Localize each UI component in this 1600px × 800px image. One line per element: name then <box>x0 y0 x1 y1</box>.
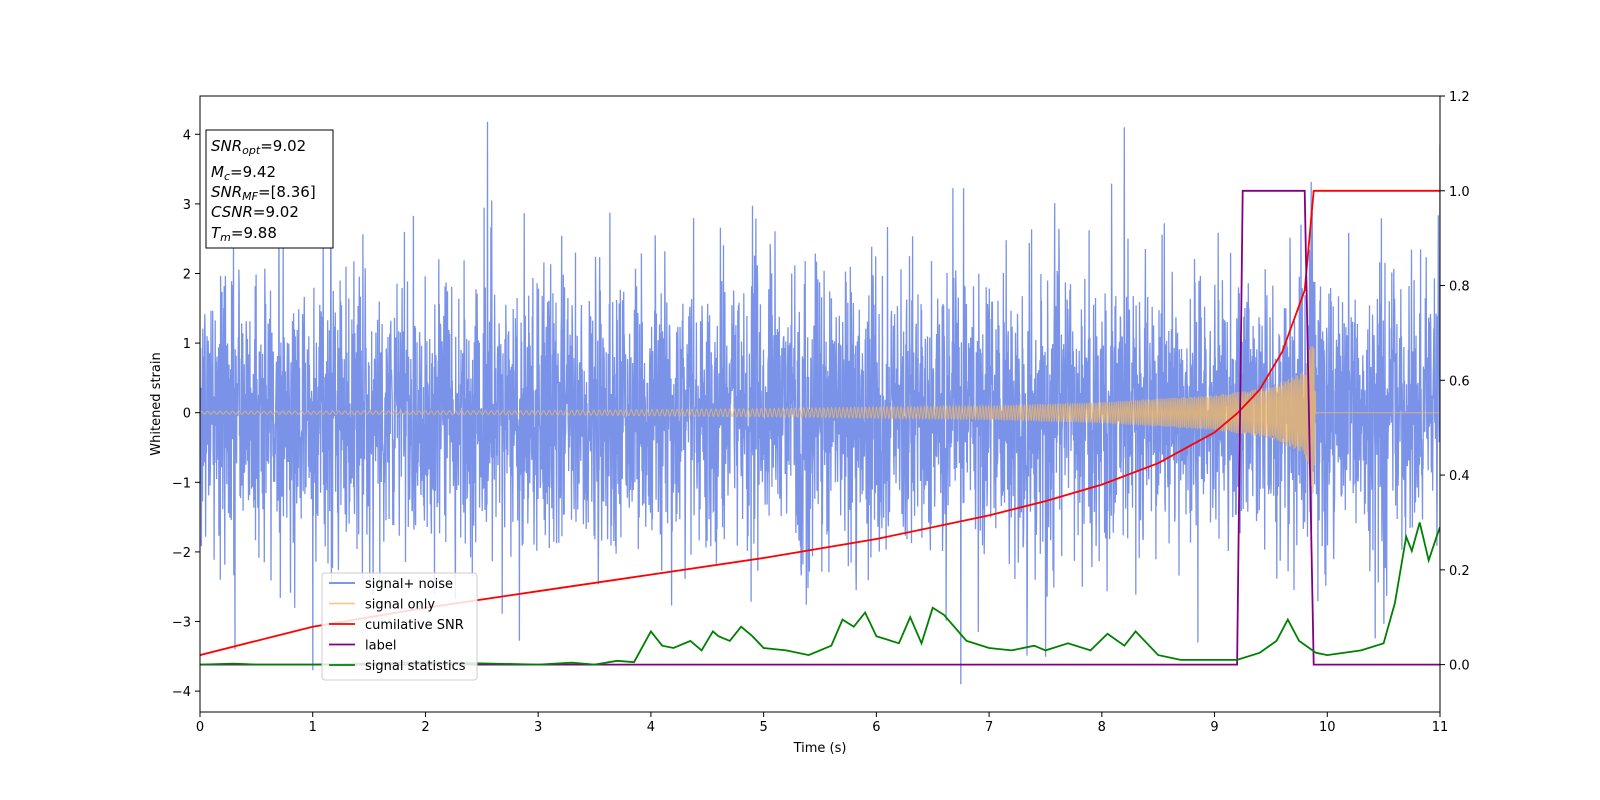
series-signal-statistics <box>200 522 1440 666</box>
y-left-tick-label: 2 <box>183 267 191 282</box>
legend-label: signal statistics <box>365 659 466 674</box>
x-tick-label: 3 <box>534 720 542 735</box>
y-left-tick-label: 4 <box>183 128 191 143</box>
y-right-tick-label: 1.2 <box>1449 90 1470 105</box>
y-right-tick-label: 0.0 <box>1449 659 1470 674</box>
x-tick-label: 10 <box>1319 720 1336 735</box>
info-box: SNRopt=9.02 Mc=9.42 SNRMF=[8.36] CSNR=9.… <box>205 129 334 249</box>
legend: signal+ noise signal only cumilative SNR la… <box>321 572 478 681</box>
plot-frame <box>199 95 1441 713</box>
x-tick-label: 9 <box>1210 720 1218 735</box>
x-tick-label: 1 <box>309 720 317 735</box>
info-snr-opt: SNRopt=9.02 <box>211 137 306 157</box>
x-axis-label: Time (s) <box>793 741 847 756</box>
x-tick-label: 11 <box>1432 720 1449 735</box>
info-snr-mf: SNRMF=[8.36] <box>211 183 316 203</box>
legend-label: label <box>365 639 396 654</box>
axes-layer: 0 1 2 3 4 5 6 7 8 9 10 11 −4 −3 −2 −1 0 1 2 3 4 0.0 0.2 0.4 0.6 0… <box>172 90 1470 735</box>
y-right-tick-label: 0.2 <box>1449 564 1470 579</box>
series-layer <box>200 121 1440 685</box>
y-right-tick-label: 1.0 <box>1449 185 1470 200</box>
info-box-frame <box>205 129 334 249</box>
y-left-tick-label: −1 <box>172 476 191 491</box>
x-tick-label: 2 <box>421 720 429 735</box>
y-left-tick-label: −2 <box>172 546 191 561</box>
legend-label: signal only <box>365 598 435 613</box>
x-tick-label: 5 <box>759 720 767 735</box>
y-right-tick-label: 0.4 <box>1449 469 1470 484</box>
y-right-tick-label: 0.8 <box>1449 280 1470 295</box>
y-left-tick-label: 0 <box>183 407 191 422</box>
y-left-tick-label: 3 <box>183 198 191 213</box>
y-left-tick-label: 1 <box>183 337 191 352</box>
x-tick-label: 7 <box>985 720 993 735</box>
series-label <box>200 189 1440 666</box>
info-tm: Tm=9.88 <box>211 224 277 244</box>
series-signal-only <box>200 346 1440 494</box>
legend-entries: signal+ noise signal only cumilative SNR la… <box>329 577 466 674</box>
legend-frame <box>321 572 478 681</box>
legend-label: signal+ noise <box>365 577 453 592</box>
y-left-tick-label: −3 <box>172 616 191 631</box>
series-signal-noise <box>200 121 1440 685</box>
x-tick-label: 8 <box>1098 720 1106 735</box>
y-axis-label: Whitened strain <box>149 352 164 455</box>
x-tick-label: 0 <box>196 720 204 735</box>
info-csnr: CSNR=9.02 <box>211 203 299 221</box>
x-tick-label: 6 <box>872 720 880 735</box>
x-tick-label: 4 <box>647 720 655 735</box>
info-mc: Mc=9.42 <box>211 163 276 183</box>
legend-label: cumilative SNR <box>365 618 464 633</box>
series-cumulative-snr <box>200 189 1440 656</box>
y-right-tick-label: 0.6 <box>1449 374 1470 389</box>
y-left-tick-label: −4 <box>172 685 191 700</box>
